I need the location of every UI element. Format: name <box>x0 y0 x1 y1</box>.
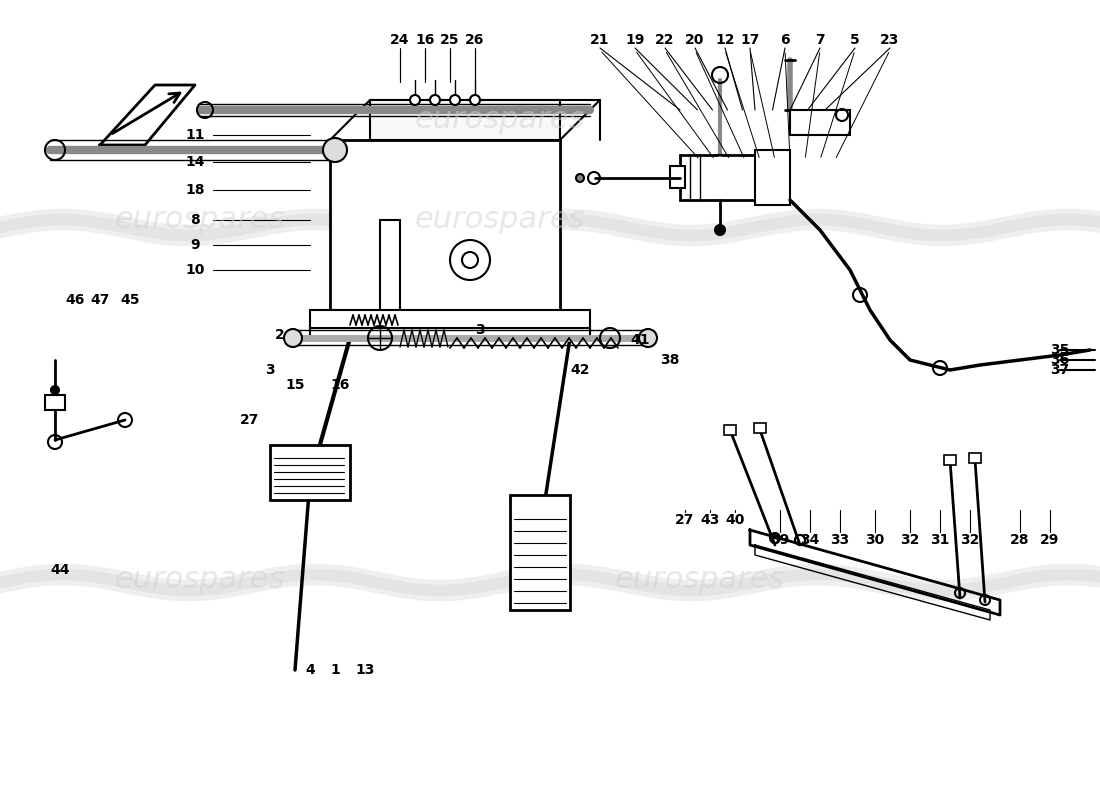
Circle shape <box>715 225 725 235</box>
Circle shape <box>576 174 584 182</box>
Circle shape <box>470 95 480 105</box>
Text: 32: 32 <box>900 533 920 547</box>
Text: 44: 44 <box>51 563 69 577</box>
Text: 45: 45 <box>120 293 140 307</box>
Text: 36: 36 <box>1050 353 1069 367</box>
Text: 31: 31 <box>931 533 949 547</box>
Text: 30: 30 <box>866 533 884 547</box>
Bar <box>670 166 685 188</box>
Text: 3: 3 <box>475 323 485 337</box>
Text: 28: 28 <box>1010 533 1030 547</box>
Bar <box>790 110 850 135</box>
Text: 34: 34 <box>801 533 820 547</box>
Text: 26: 26 <box>465 33 485 47</box>
Text: 1: 1 <box>330 663 340 677</box>
Text: 47: 47 <box>90 293 110 307</box>
Text: 27: 27 <box>240 413 260 427</box>
Bar <box>310 328 590 338</box>
Text: 19: 19 <box>625 33 645 47</box>
Text: 14: 14 <box>185 155 205 169</box>
Text: eurospares: eurospares <box>415 106 585 134</box>
Text: 35: 35 <box>1050 343 1069 357</box>
Text: eurospares: eurospares <box>615 566 785 594</box>
Circle shape <box>323 138 346 162</box>
Text: 40: 40 <box>725 513 745 527</box>
Text: 21: 21 <box>591 33 609 47</box>
Text: 24: 24 <box>390 33 409 47</box>
Circle shape <box>410 95 420 105</box>
Text: 7: 7 <box>815 33 825 47</box>
Text: 12: 12 <box>715 33 735 47</box>
Text: 20: 20 <box>685 33 705 47</box>
Polygon shape <box>750 530 1000 615</box>
Text: 10: 10 <box>185 263 205 277</box>
Bar <box>944 455 956 465</box>
Text: 8: 8 <box>190 213 200 227</box>
Circle shape <box>639 329 657 347</box>
Text: 39: 39 <box>770 533 790 547</box>
Bar <box>45 395 65 410</box>
Text: 16: 16 <box>416 33 434 47</box>
Text: 18: 18 <box>185 183 205 197</box>
Text: eurospares: eurospares <box>114 566 285 594</box>
Text: 41: 41 <box>630 333 650 347</box>
Text: 29: 29 <box>1041 533 1059 547</box>
Circle shape <box>430 95 440 105</box>
Text: eurospares: eurospares <box>114 206 285 234</box>
Bar <box>680 155 780 200</box>
Text: eurospares: eurospares <box>415 206 585 234</box>
Bar <box>754 423 766 433</box>
Text: 2: 2 <box>275 328 285 342</box>
Bar <box>510 495 570 610</box>
Bar <box>370 100 560 140</box>
Text: 15: 15 <box>285 378 305 392</box>
Text: 16: 16 <box>330 378 350 392</box>
Circle shape <box>284 329 302 347</box>
Text: 37: 37 <box>1050 363 1069 377</box>
Text: 25: 25 <box>440 33 460 47</box>
Text: 22: 22 <box>656 33 674 47</box>
Text: 42: 42 <box>570 363 590 377</box>
Text: 13: 13 <box>355 663 375 677</box>
Bar <box>755 150 790 205</box>
Text: 6: 6 <box>780 33 790 47</box>
Bar <box>330 140 560 320</box>
Bar <box>270 445 350 500</box>
Text: 23: 23 <box>880 33 900 47</box>
Text: 3: 3 <box>265 363 275 377</box>
Text: 11: 11 <box>185 128 205 142</box>
Text: 32: 32 <box>960 533 980 547</box>
Bar <box>724 425 736 435</box>
Bar <box>969 453 981 463</box>
Text: 38: 38 <box>660 353 680 367</box>
Text: 33: 33 <box>830 533 849 547</box>
Text: 5: 5 <box>850 33 860 47</box>
Bar <box>310 310 590 330</box>
Text: 27: 27 <box>675 513 695 527</box>
Text: 9: 9 <box>190 238 200 252</box>
Text: 46: 46 <box>65 293 85 307</box>
Circle shape <box>51 386 59 394</box>
Text: 4: 4 <box>305 663 315 677</box>
Circle shape <box>450 95 460 105</box>
Text: 17: 17 <box>740 33 760 47</box>
Text: 43: 43 <box>701 513 719 527</box>
